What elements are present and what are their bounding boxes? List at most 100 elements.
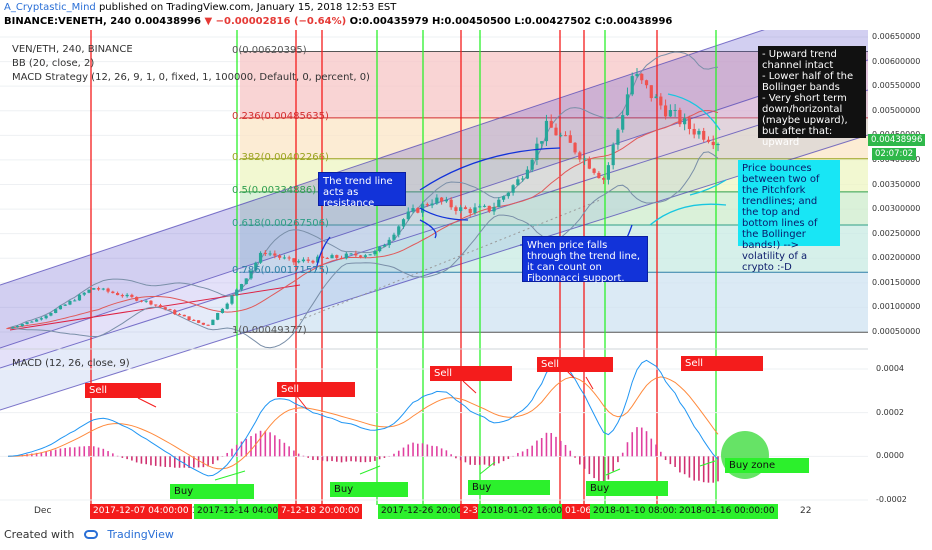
annotation-resistance: The trend line acts as resistance [318, 172, 406, 209]
candle-body [158, 305, 163, 308]
candle-body [563, 135, 568, 137]
annotation-arrow [689, 179, 727, 196]
candle-body [273, 253, 277, 256]
candle-body [582, 158, 587, 160]
candle-body [540, 141, 544, 144]
candle-body [82, 292, 86, 295]
candle-body [425, 204, 429, 206]
candle-body [354, 253, 358, 256]
candle-body [173, 310, 177, 315]
legend-bb: BB (20, close, 2) [12, 58, 95, 69]
candle-body [506, 192, 510, 197]
candle-body [511, 185, 515, 193]
date-marker-sell: 2017-12-07 04:00:00 [90, 504, 192, 519]
candle-body [244, 278, 248, 285]
candle-body [559, 135, 563, 137]
price-tick-label: 0.00200000 [872, 253, 921, 263]
candle-body [235, 289, 239, 296]
candle-body [382, 245, 387, 247]
candle-body [206, 324, 210, 326]
bollinger-upper [7, 51, 719, 329]
candle-body [702, 130, 706, 140]
time-label-dec: Dec [34, 506, 52, 516]
sell-signal: Sell [681, 356, 763, 371]
candle-body [282, 257, 286, 259]
candle-body [168, 309, 172, 311]
candle-body [482, 205, 487, 207]
time-label-11: 11 [186, 506, 198, 516]
macd-tick-label: 0.0000 [876, 451, 904, 461]
candle-body [330, 255, 334, 259]
candle-body [339, 257, 344, 259]
candle-body [530, 159, 534, 170]
candle-body [549, 120, 553, 128]
candle-body [130, 294, 134, 297]
candlestick-series [6, 68, 720, 330]
candle-body [111, 291, 115, 294]
candle-body [6, 328, 10, 330]
macd-tick-label: -0.0002 [876, 495, 907, 504]
candle-body [659, 96, 663, 106]
candle-body [125, 294, 129, 297]
price-tick-label: 0.00300000 [872, 204, 921, 214]
candle-body [635, 73, 639, 77]
candle-body [640, 73, 644, 81]
candle-body [135, 296, 139, 301]
sell-signal: Sell [277, 382, 355, 397]
macd-tick-label: 0.0004 [876, 364, 904, 373]
candle-body [325, 257, 329, 259]
candle-body [487, 205, 491, 212]
candle-body [139, 300, 144, 302]
candle-body [649, 85, 653, 99]
candle-body [373, 251, 377, 255]
signal-connector [585, 376, 594, 390]
candle-body [711, 141, 715, 146]
signal-connector [699, 460, 716, 467]
price-tick-label: 0.00100000 [872, 302, 921, 312]
signal-connector [462, 380, 477, 394]
time-label-22: 22 [800, 506, 812, 516]
candle-body [34, 319, 39, 322]
tradingview-link[interactable]: TradingView [107, 528, 174, 541]
annotation-arrow [419, 219, 437, 239]
candle-body [73, 300, 77, 302]
candle-body [644, 80, 649, 86]
price-tick-label: 0.00250000 [872, 228, 921, 238]
candle-body [616, 129, 620, 145]
candle-body [420, 204, 425, 213]
candle-body [249, 270, 253, 279]
macd-title: MACD (12, 26, close, 9) [12, 358, 130, 369]
signal-connector [359, 465, 381, 475]
candle-body [697, 130, 701, 135]
signal-connector [605, 468, 621, 476]
buy-signal: Buy [586, 481, 668, 496]
candle-body [177, 314, 182, 316]
annotation-bounces: Price bounces between two of the Pitchfo… [738, 160, 840, 273]
last-price: 0.00438996 [134, 16, 202, 27]
candle-body [673, 109, 677, 111]
bollinger-lower [7, 151, 719, 349]
candle-body [449, 199, 453, 208]
buy-signal: Buy [330, 482, 408, 497]
candle-body [292, 258, 296, 263]
candle-body [154, 304, 158, 306]
date-marker-sell: 01-06 [562, 504, 595, 519]
candle-body [368, 254, 372, 256]
annotation-arrow [667, 93, 721, 131]
date-marker-buy: 2018-01-16 00:00:00 [676, 504, 778, 519]
macd-line [7, 359, 719, 477]
candle-body [20, 324, 24, 327]
bar-timer-tag: 02:07:02 [872, 148, 917, 160]
author-link[interactable]: A_Cryptastic_Mind [4, 2, 96, 13]
price-tick-label: 0.00600000 [872, 56, 921, 66]
candle-body [497, 199, 501, 208]
candle-body [311, 260, 315, 263]
candle-body [668, 110, 672, 117]
candle-body [716, 144, 720, 146]
candle-body [225, 303, 229, 309]
candle-body [473, 207, 477, 213]
fib-level-label: 0.5(0.00334886) [232, 184, 317, 196]
last-price-tag: 0.00438996 [868, 134, 926, 146]
candle-body [44, 315, 48, 319]
candle-body [216, 312, 220, 320]
